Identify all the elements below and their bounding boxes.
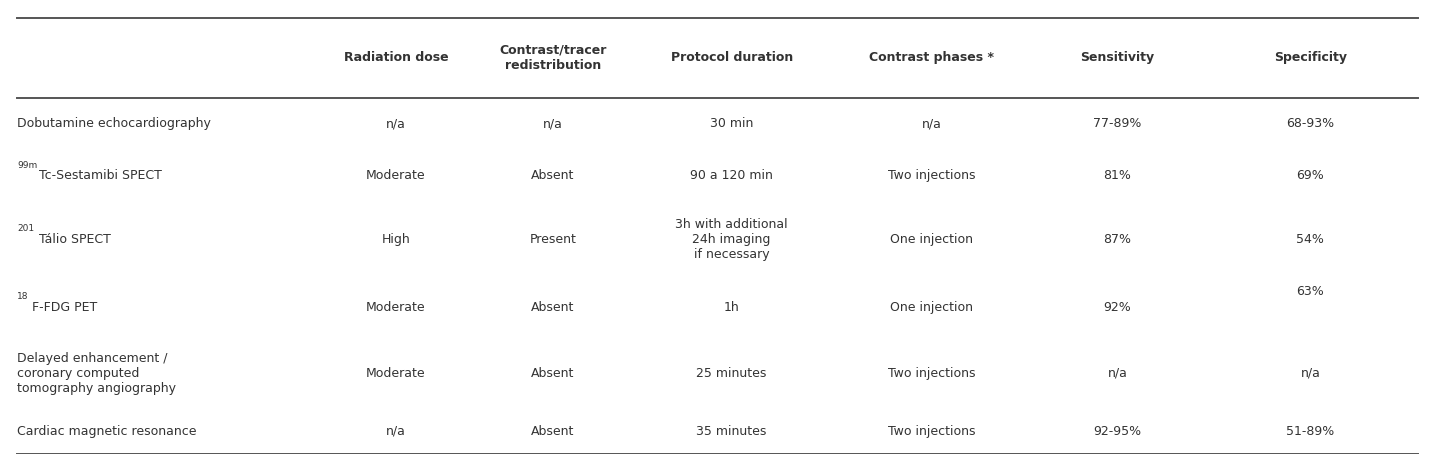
Text: n/a: n/a	[1107, 367, 1127, 380]
Text: n/a: n/a	[922, 117, 942, 130]
Text: One injection: One injection	[890, 301, 973, 314]
Text: Moderate: Moderate	[366, 301, 426, 314]
Text: Cardiac magnetic resonance: Cardiac magnetic resonance	[17, 425, 197, 438]
Text: Absent: Absent	[532, 425, 574, 438]
Text: Two injections: Two injections	[887, 425, 976, 438]
Text: 3h with additional
24h imaging
if necessary: 3h with additional 24h imaging if necess…	[676, 218, 787, 261]
Text: Absent: Absent	[532, 169, 574, 183]
Text: 99m: 99m	[17, 161, 37, 170]
Text: Sensitivity: Sensitivity	[1080, 51, 1155, 64]
Text: Two injections: Two injections	[887, 169, 976, 183]
Text: Contrast/tracer
redistribution: Contrast/tracer redistribution	[499, 44, 607, 72]
Text: Delayed enhancement /
coronary computed
tomography angiography: Delayed enhancement / coronary computed …	[17, 352, 176, 395]
Text: Absent: Absent	[532, 367, 574, 380]
Text: 30 min: 30 min	[710, 117, 753, 130]
Text: Tc-Sestamibi SPECT: Tc-Sestamibi SPECT	[40, 169, 163, 183]
Text: 201: 201	[17, 224, 34, 233]
Text: 68-93%: 68-93%	[1286, 117, 1335, 130]
Text: Moderate: Moderate	[366, 169, 426, 183]
Text: 87%: 87%	[1103, 233, 1132, 246]
Text: Protocol duration: Protocol duration	[670, 51, 793, 64]
Text: Present: Present	[530, 233, 576, 246]
Text: 92%: 92%	[1103, 301, 1132, 314]
Text: F-FDG PET: F-FDG PET	[31, 301, 97, 314]
Text: n/a: n/a	[1300, 367, 1320, 380]
Text: High: High	[382, 233, 410, 246]
Text: n/a: n/a	[386, 425, 406, 438]
Text: Dobutamine echocardiography: Dobutamine echocardiography	[17, 117, 211, 130]
Text: 51-89%: 51-89%	[1286, 425, 1335, 438]
Text: Two injections: Two injections	[887, 367, 976, 380]
Text: 92-95%: 92-95%	[1093, 425, 1142, 438]
Text: Specificity: Specificity	[1273, 51, 1348, 64]
Text: 77-89%: 77-89%	[1093, 117, 1142, 130]
Text: 18: 18	[17, 292, 29, 301]
Text: 25 minutes: 25 minutes	[696, 367, 767, 380]
Text: 90 a 120 min: 90 a 120 min	[690, 169, 773, 183]
Text: Radiation dose: Radiation dose	[343, 51, 449, 64]
Text: Contrast phases *: Contrast phases *	[869, 51, 995, 64]
Text: 63%: 63%	[1296, 285, 1325, 298]
Text: n/a: n/a	[386, 117, 406, 130]
Text: One injection: One injection	[890, 233, 973, 246]
Text: Tálio SPECT: Tálio SPECT	[40, 233, 111, 246]
Text: 81%: 81%	[1103, 169, 1132, 183]
Text: 35 minutes: 35 minutes	[696, 425, 767, 438]
Text: Moderate: Moderate	[366, 367, 426, 380]
Text: n/a: n/a	[543, 117, 563, 130]
Text: 54%: 54%	[1296, 233, 1325, 246]
Text: 69%: 69%	[1296, 169, 1325, 183]
Text: 1h: 1h	[723, 301, 740, 314]
Text: Absent: Absent	[532, 301, 574, 314]
